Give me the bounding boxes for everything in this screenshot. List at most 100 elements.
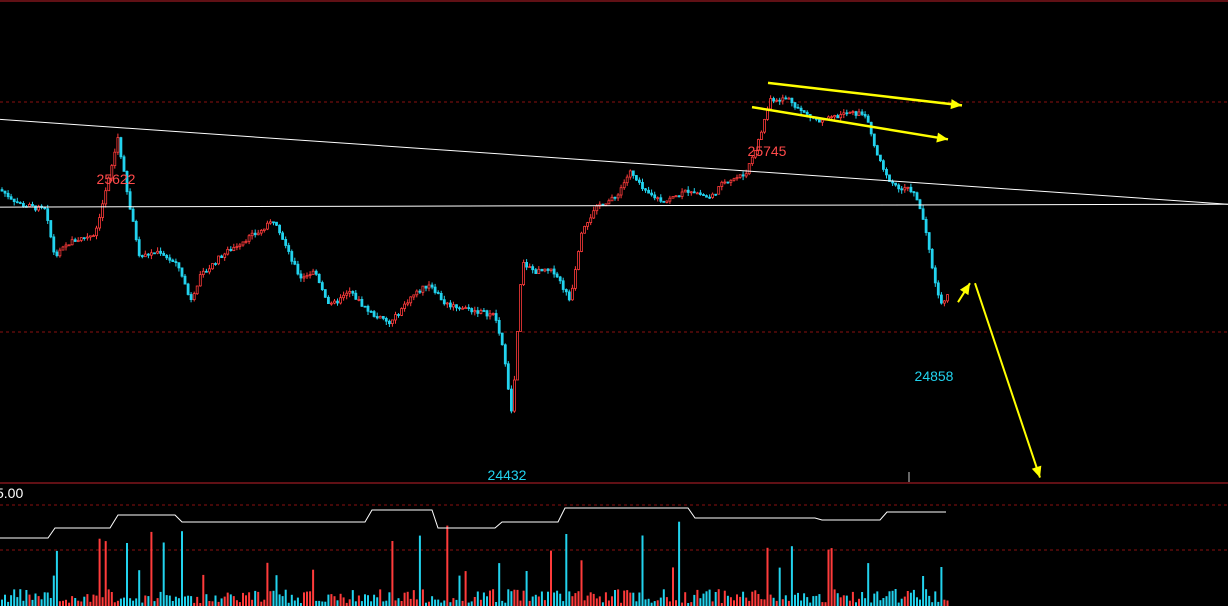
candle-body — [619, 187, 623, 196]
volume-bar — [659, 597, 662, 606]
candle-body — [128, 191, 132, 210]
volume-bar — [925, 589, 928, 606]
volume-bar — [34, 593, 37, 606]
volume-bar — [635, 601, 638, 606]
candle-body — [357, 298, 361, 301]
volume-bar — [790, 546, 793, 606]
volume-bar — [403, 592, 406, 606]
volume-bar — [318, 600, 321, 606]
volume-bar — [522, 590, 525, 606]
candle-body — [561, 280, 565, 290]
candle-body — [921, 208, 925, 220]
volume-bar — [836, 593, 839, 606]
volume-bar — [943, 599, 946, 606]
candle-body — [217, 255, 221, 265]
candle-body — [760, 131, 763, 140]
volume-bar — [748, 600, 751, 606]
candle-body — [55, 251, 59, 257]
candle-body — [198, 274, 202, 287]
volume-bar — [440, 602, 443, 606]
candle-body — [122, 156, 126, 172]
candle-body — [363, 305, 367, 308]
volume-bar — [107, 589, 110, 606]
candle-body — [174, 261, 178, 264]
candle-body — [821, 119, 824, 123]
volume-bar — [644, 599, 647, 606]
volume-bar — [711, 601, 714, 606]
volume-bar — [815, 595, 818, 606]
volume-bar — [513, 589, 516, 606]
candle-body — [628, 170, 632, 178]
candle-body — [915, 192, 919, 201]
candle-body — [473, 310, 477, 313]
candle-body — [653, 194, 657, 199]
candle-body — [211, 263, 214, 270]
candle-body — [927, 232, 931, 250]
volume-bar — [839, 597, 842, 606]
volume-bar — [470, 601, 473, 606]
volume-bar — [159, 591, 162, 606]
volume-bar — [98, 538, 101, 606]
volume-bar — [315, 600, 318, 606]
candle-body — [692, 191, 696, 194]
volume-bar — [211, 601, 214, 606]
ascending-support-trendline — [0, 203, 1228, 208]
candle-body — [900, 188, 904, 191]
candle-body — [866, 115, 870, 123]
candle-body — [302, 276, 306, 279]
candle-body — [842, 112, 846, 115]
volume-bar — [37, 596, 40, 606]
volume-bar — [684, 592, 687, 606]
volume-bar — [351, 590, 354, 606]
volume-bar — [851, 591, 854, 606]
volume-bar — [550, 550, 552, 606]
volume-bar — [202, 574, 205, 606]
volume-bar — [568, 591, 571, 606]
candle-body — [686, 189, 690, 193]
volume-bar — [190, 596, 193, 606]
candle-body — [622, 182, 626, 189]
candle-body — [113, 151, 117, 166]
volume-bar — [888, 591, 891, 606]
candle-body — [696, 192, 699, 195]
candle-body — [354, 292, 358, 300]
candle-body — [906, 186, 910, 189]
candle-body — [802, 110, 806, 113]
volume-bar — [220, 598, 223, 606]
candle-body — [49, 220, 53, 238]
candle-body — [403, 303, 407, 309]
volume-bar — [415, 599, 418, 606]
candle-body — [116, 137, 120, 153]
candle-body — [885, 168, 888, 176]
volume-bar — [92, 594, 95, 606]
candle-body — [345, 292, 349, 296]
candle-body — [689, 191, 693, 194]
candle-body — [320, 282, 324, 291]
candle-body — [52, 236, 56, 253]
candle-body — [781, 97, 785, 102]
candle-body — [647, 189, 650, 194]
candle-body — [146, 253, 150, 256]
candle-body — [220, 255, 224, 259]
candle-body — [799, 107, 803, 111]
candle-body — [259, 229, 263, 234]
candle-body — [244, 240, 248, 243]
candle-body — [516, 330, 519, 381]
volume-bar — [916, 597, 918, 606]
volume-bar — [702, 593, 705, 606]
candle-body — [497, 319, 501, 334]
volume-bar — [13, 589, 16, 606]
volume-bar — [449, 602, 452, 606]
volume-bar — [55, 550, 58, 606]
candle-body — [162, 252, 166, 256]
candle-body — [494, 313, 498, 321]
volume-bar — [894, 589, 897, 606]
volume-bar — [528, 600, 531, 606]
candle-body — [86, 236, 89, 239]
candle-body — [436, 292, 440, 294]
candle-body — [537, 268, 541, 274]
volume-bar — [681, 602, 684, 606]
volume-bar — [388, 592, 391, 606]
candle-body — [464, 307, 468, 310]
candle-body — [61, 246, 65, 251]
